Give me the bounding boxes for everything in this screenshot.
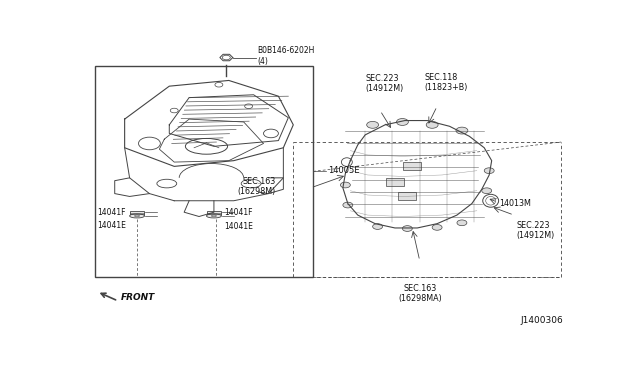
Bar bbox=[95, 66, 313, 277]
Text: J1400306: J1400306 bbox=[521, 316, 564, 326]
Circle shape bbox=[396, 119, 408, 125]
Circle shape bbox=[340, 182, 350, 188]
Ellipse shape bbox=[207, 214, 221, 218]
Ellipse shape bbox=[129, 214, 145, 218]
Text: B0B146-6202H
(4): B0B146-6202H (4) bbox=[257, 46, 315, 66]
Circle shape bbox=[372, 224, 383, 230]
Circle shape bbox=[343, 202, 353, 208]
Text: 14041E: 14041E bbox=[97, 221, 126, 230]
Text: 14041F: 14041F bbox=[224, 208, 252, 217]
Circle shape bbox=[403, 226, 412, 231]
Bar bbox=[399, 192, 416, 201]
Text: SEC.118
(11823+B): SEC.118 (11823+B) bbox=[425, 73, 468, 92]
Text: 14013M: 14013M bbox=[499, 199, 531, 208]
Circle shape bbox=[482, 188, 492, 193]
FancyBboxPatch shape bbox=[130, 211, 144, 215]
FancyBboxPatch shape bbox=[207, 211, 221, 215]
Bar bbox=[403, 162, 421, 170]
Text: FRONT: FRONT bbox=[121, 293, 155, 302]
Circle shape bbox=[457, 220, 467, 226]
Text: SEC.163
(16298M): SEC.163 (16298M) bbox=[237, 177, 276, 196]
Text: 14005E: 14005E bbox=[328, 166, 360, 175]
Circle shape bbox=[432, 225, 442, 230]
Circle shape bbox=[456, 127, 468, 134]
Text: 14041E: 14041E bbox=[224, 222, 253, 231]
Text: SEC.163
(16298MA): SEC.163 (16298MA) bbox=[398, 284, 442, 303]
Circle shape bbox=[484, 168, 494, 173]
Text: SEC.223
(14912M): SEC.223 (14912M) bbox=[365, 74, 403, 93]
Bar bbox=[386, 178, 404, 186]
Text: SEC.223
(14912M): SEC.223 (14912M) bbox=[516, 221, 555, 240]
Circle shape bbox=[367, 121, 379, 128]
Circle shape bbox=[426, 121, 438, 128]
Text: 14041F: 14041F bbox=[97, 208, 126, 217]
